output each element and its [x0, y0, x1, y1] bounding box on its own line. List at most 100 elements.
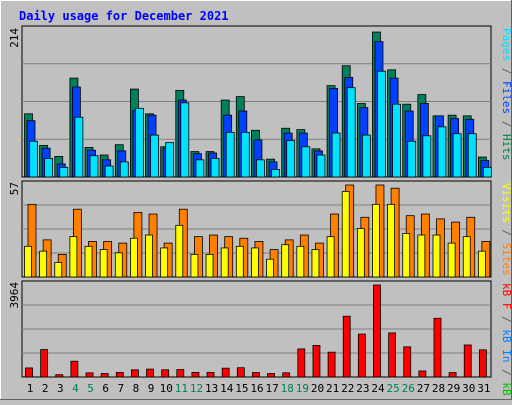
- bar-kbytes-day-13: [206, 371, 215, 378]
- bar-kbytes-day-23: [357, 333, 366, 378]
- legend-part: /: [500, 114, 512, 134]
- bar-pages-day-12: [195, 159, 205, 178]
- bar-visits-day-24: [372, 203, 380, 278]
- bar-pages-day-20: [316, 154, 326, 178]
- day-label-30: 30: [462, 382, 475, 395]
- bar-kbytes-day-16: [252, 372, 260, 378]
- legend-part: kB Out: [500, 382, 512, 400]
- bar-visits-day-29: [447, 242, 456, 278]
- bar-kbytes-day-3: [55, 374, 64, 378]
- day-label-25: 25: [387, 382, 400, 395]
- bar-pages-day-8: [135, 107, 144, 178]
- bar-visits-day-26: [402, 233, 411, 278]
- day-labels: 1 2 3 4 5 6 7 8 9 10 11 12 13 14 15 16 17 18 19 20 21 22 23 24 2…: [27, 382, 491, 395]
- day-label-29: 29: [447, 382, 460, 395]
- bar-kbytes-day-24: [373, 284, 381, 378]
- bar-visits-day-2: [39, 250, 48, 278]
- bar-kbytes-day-14: [221, 367, 230, 378]
- bar-pages-day-2: [44, 158, 54, 178]
- bar-kbytes-day-25: [388, 332, 396, 378]
- day-label-22: 22: [341, 382, 354, 395]
- bar-visits-day-1: [24, 245, 32, 278]
- bar-pages-day-29: [452, 133, 462, 178]
- bar-kbytes-day-4: [70, 360, 79, 378]
- legend-part: Hits: [500, 134, 512, 161]
- kbytes-series-legend: kB F / kB In / kB Out: [500, 283, 512, 400]
- day-label-24: 24: [371, 382, 385, 395]
- bar-pages-day-31: [482, 166, 492, 178]
- day-label-23: 23: [356, 382, 369, 395]
- bar-kbytes-day-30: [463, 344, 472, 378]
- bar-pages-day-27: [422, 135, 432, 178]
- bar-pages-day-30: [467, 133, 477, 178]
- bar-pages-day-24: [377, 70, 386, 178]
- legend-part: /: [500, 223, 512, 243]
- bar-visits-day-23: [356, 228, 365, 278]
- day-label-9: 9: [148, 382, 155, 395]
- bar-visits-day-10: [160, 247, 169, 278]
- bar-pages-day-13: [210, 158, 220, 178]
- day-label-4: 4: [72, 382, 79, 395]
- bar-pages-day-21: [331, 132, 341, 178]
- bar-kbytes-day-27: [418, 370, 427, 378]
- bar-kbytes-day-29: [448, 372, 457, 378]
- bar-pages-day-5: [89, 155, 99, 178]
- bar-kbytes-day-17: [267, 373, 275, 378]
- bar-kbytes-day-26: [403, 346, 412, 378]
- bar-pages-day-1: [29, 140, 38, 178]
- day-label-8: 8: [133, 382, 140, 395]
- bar-visits-day-8: [130, 237, 138, 278]
- day-label-15: 15: [235, 382, 248, 395]
- day-label-19: 19: [296, 382, 309, 395]
- day-label-26: 26: [402, 382, 415, 395]
- day-label-21: 21: [326, 382, 339, 395]
- bar-pages-day-26: [407, 140, 417, 178]
- bar-pages-day-11: [180, 102, 190, 178]
- bar-kbytes-day-6: [100, 373, 109, 378]
- legend-part: kB F: [500, 283, 512, 310]
- bar-visits-day-17: [266, 258, 274, 278]
- legend-part: Files: [500, 81, 512, 114]
- legend-part: Pages: [500, 28, 512, 61]
- bar-kbytes-day-28: [433, 317, 442, 378]
- bar-visits-day-28: [432, 234, 441, 278]
- visits-series-legend: Visits / Sites: [500, 183, 512, 276]
- bar-pages-day-9: [150, 134, 159, 178]
- hits-series-legend: Pages / Files / Hits: [500, 28, 512, 161]
- hits-max-label: 214: [8, 28, 21, 48]
- bar-pages-day-22: [346, 87, 356, 178]
- bar-visits-day-6: [99, 249, 108, 278]
- bar-kbytes-day-12: [191, 371, 200, 378]
- bar-visits-day-25: [387, 203, 395, 278]
- day-label-18: 18: [281, 382, 294, 395]
- bar-visits-day-20: [311, 249, 320, 278]
- day-label-1: 1: [27, 382, 34, 395]
- bar-kbytes-day-5: [85, 372, 94, 378]
- bar-visits-day-27: [417, 234, 426, 278]
- bar-visits-day-19: [296, 245, 305, 278]
- day-label-7: 7: [118, 382, 125, 395]
- bar-visits-day-31: [477, 250, 486, 278]
- bar-pages-day-14: [225, 131, 235, 178]
- bar-pages-day-10: [165, 142, 175, 178]
- bar-visits-day-18: [281, 244, 290, 278]
- bar-kbytes-day-31: [478, 349, 487, 378]
- bar-kbytes-day-1: [25, 367, 33, 378]
- bar-pages-day-7: [119, 161, 129, 178]
- legend-part: Visits: [500, 183, 512, 223]
- bar-visits-day-21: [326, 236, 335, 278]
- bar-pages-day-4: [74, 116, 84, 178]
- bar-pages-day-6: [104, 165, 114, 178]
- bar-kbytes-day-8: [131, 369, 139, 378]
- day-label-16: 16: [250, 382, 263, 395]
- bar-kbytes-day-11: [176, 369, 185, 378]
- day-label-13: 13: [205, 382, 218, 395]
- legend-part: /: [500, 61, 512, 81]
- chart-title: Daily usage for December 2021: [19, 9, 229, 23]
- bar-visits-day-13: [205, 254, 214, 278]
- day-label-27: 27: [417, 382, 430, 395]
- bar-kbytes-day-2: [40, 349, 49, 378]
- legend-part: /: [500, 363, 512, 383]
- legend-part: /: [500, 310, 512, 330]
- bar-pages-day-15: [240, 131, 250, 178]
